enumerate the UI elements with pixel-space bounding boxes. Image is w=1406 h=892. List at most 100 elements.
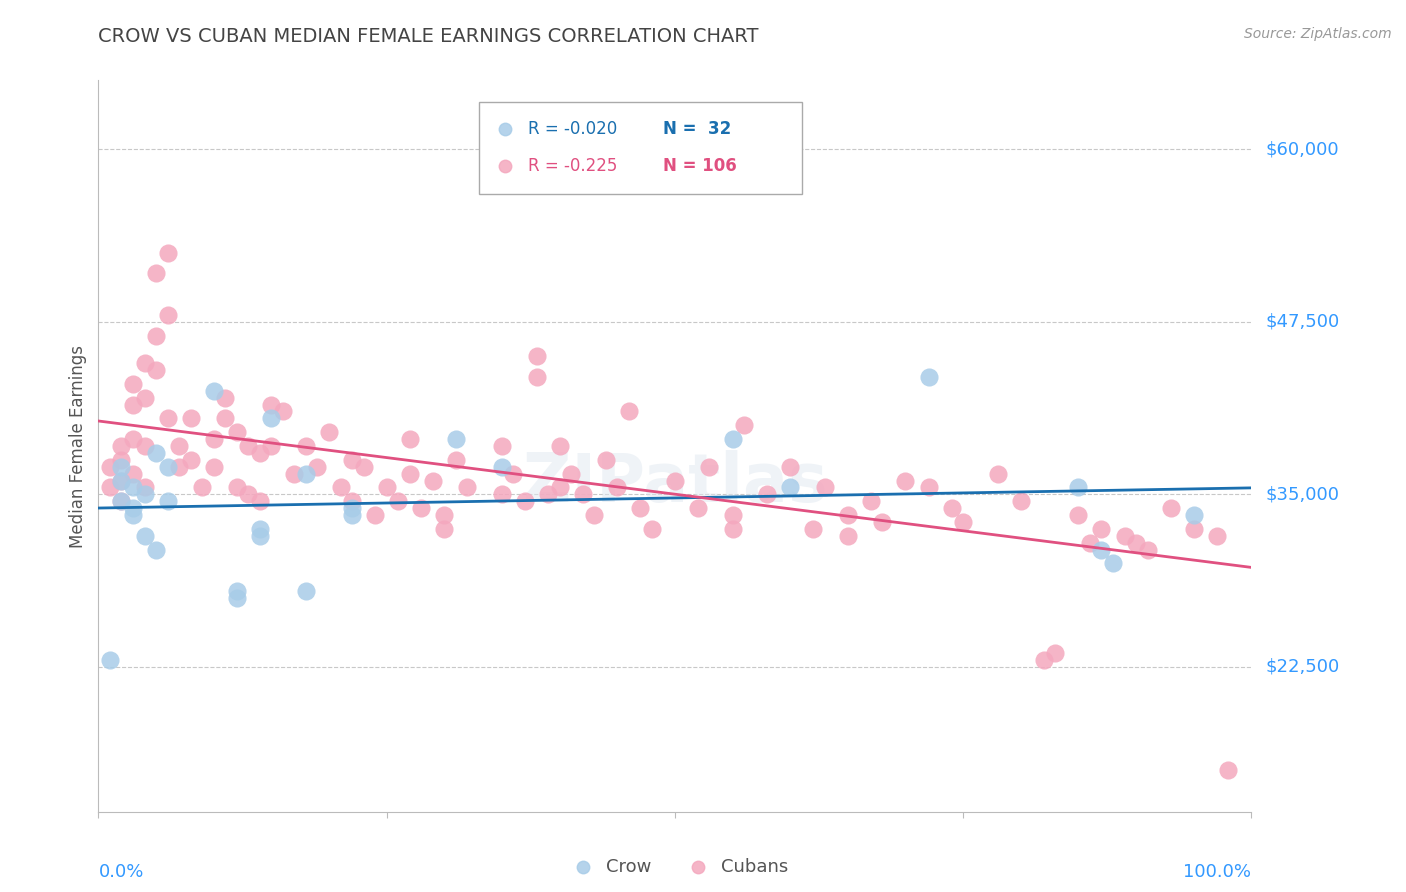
Point [502,467,524,481]
Point [1125,535,1147,549]
Point [1182,508,1205,522]
Point [122,467,145,481]
Point [122,508,145,522]
Point [110,439,132,453]
Point [1205,529,1227,543]
Point [353,459,375,474]
Point [202,432,225,446]
Point [686,501,709,516]
Point [398,467,420,481]
Point [249,494,271,508]
Point [526,370,548,384]
Point [733,418,755,433]
Point [422,474,444,488]
Point [617,404,640,418]
Point [214,391,236,405]
Point [1010,494,1032,508]
Point [375,480,398,494]
Point [606,480,628,494]
Point [1078,535,1101,549]
Point [1090,542,1112,557]
FancyBboxPatch shape [479,103,801,194]
Point [98,653,121,667]
Point [526,349,548,363]
Point [433,508,456,522]
Point [238,487,260,501]
Point [859,494,882,508]
Point [122,432,145,446]
Point [364,508,387,522]
Point [801,522,824,536]
Text: $22,500: $22,500 [1265,657,1340,676]
Point [721,508,744,522]
Point [145,363,167,377]
Point [699,459,721,474]
Point [156,308,179,322]
Point [1136,542,1159,557]
Point [433,522,456,536]
Point [411,501,433,516]
Point [122,480,145,494]
Point [595,452,617,467]
Point [214,411,236,425]
Point [271,404,294,418]
Point [444,432,467,446]
Point [167,459,190,474]
Point [156,245,179,260]
Point [202,384,225,398]
Text: N = 106: N = 106 [664,157,737,175]
Point [1114,529,1136,543]
Point [340,494,363,508]
Point [260,398,283,412]
Point [180,452,202,467]
Text: R = -0.020: R = -0.020 [529,120,617,138]
Text: $47,500: $47,500 [1265,313,1340,331]
Point [491,439,513,453]
Text: ZIPatlas: ZIPatlas [523,450,827,516]
Point [249,522,271,536]
Point [756,487,779,501]
Point [110,494,132,508]
Point [628,501,651,516]
Point [1182,522,1205,536]
Point [191,480,214,494]
Point [202,459,225,474]
Point [641,522,664,536]
Point [110,474,132,488]
Point [537,487,560,501]
Point [456,480,478,494]
Point [225,425,247,440]
Point [560,467,582,481]
Point [583,508,606,522]
Point [318,425,340,440]
Point [1102,557,1125,571]
Text: $60,000: $60,000 [1265,140,1339,158]
Point [548,439,571,453]
Point [814,480,837,494]
Text: Source: ZipAtlas.com: Source: ZipAtlas.com [1244,27,1392,41]
Point [917,370,939,384]
Point [134,439,156,453]
Point [180,411,202,425]
Point [225,583,247,598]
Point [1218,764,1240,778]
Point [295,467,318,481]
Point [156,494,179,508]
Point [167,439,190,453]
Point [295,439,318,453]
Point [145,542,167,557]
Point [987,467,1010,481]
Point [122,376,145,391]
Point [225,591,247,605]
Text: $35,000: $35,000 [1265,485,1340,503]
Point [1067,508,1090,522]
Point [134,391,156,405]
Point [837,508,859,522]
Point [491,459,513,474]
Point [571,487,593,501]
Point [779,459,801,474]
Point [110,494,132,508]
Point [98,459,121,474]
Point [779,480,801,494]
Point [340,501,363,516]
